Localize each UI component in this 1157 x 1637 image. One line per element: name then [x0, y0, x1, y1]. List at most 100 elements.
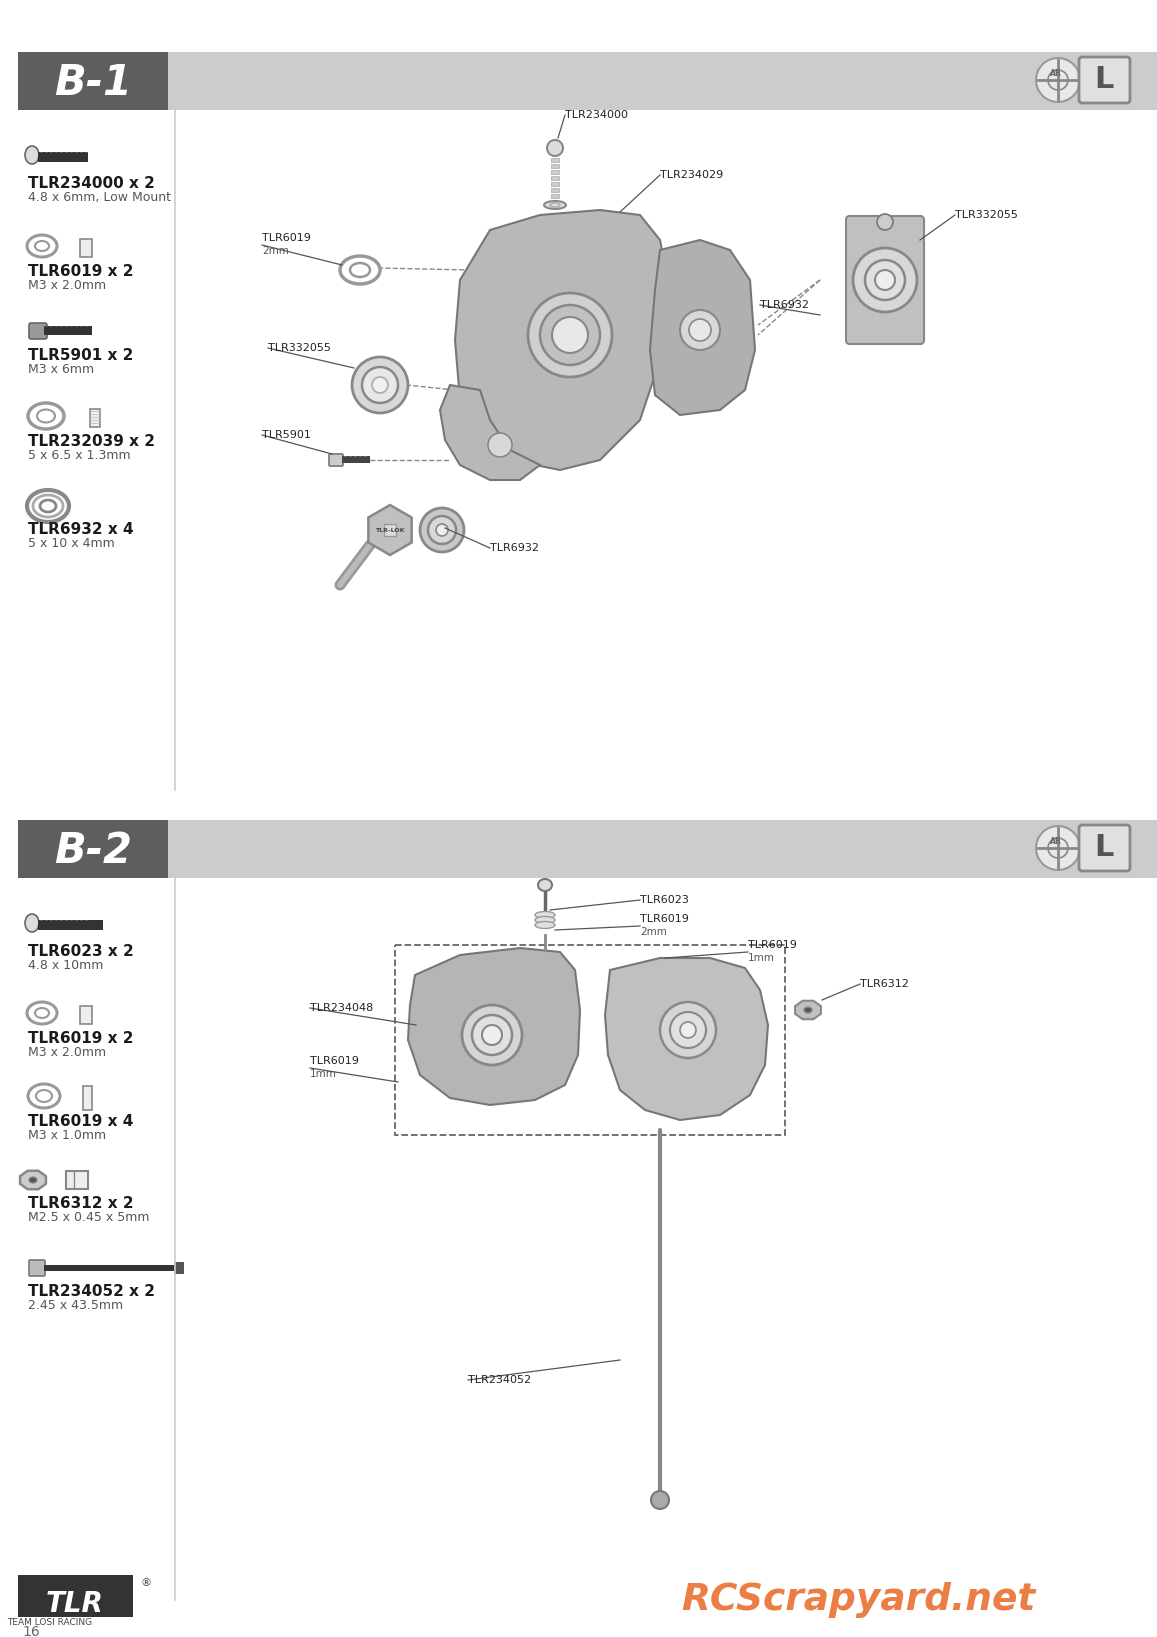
Text: AR: AR	[1051, 837, 1062, 846]
Text: 5 x 6.5 x 1.3mm: 5 x 6.5 x 1.3mm	[28, 449, 131, 462]
FancyBboxPatch shape	[174, 1262, 184, 1274]
Circle shape	[462, 1005, 522, 1066]
Text: 16: 16	[22, 1626, 39, 1637]
Circle shape	[373, 377, 388, 393]
Text: RCScrapyard.net: RCScrapyard.net	[680, 1581, 1036, 1617]
Text: TLR6932 x 4: TLR6932 x 4	[28, 522, 133, 537]
Circle shape	[552, 318, 588, 354]
Text: TLR234048: TLR234048	[310, 1003, 374, 1013]
FancyBboxPatch shape	[168, 820, 1157, 877]
Text: TLR234000 x 2: TLR234000 x 2	[28, 177, 155, 192]
Ellipse shape	[535, 917, 555, 923]
FancyBboxPatch shape	[1079, 57, 1130, 103]
Polygon shape	[20, 1170, 46, 1188]
Text: TLR234029: TLR234029	[659, 170, 723, 180]
Text: B-1: B-1	[54, 62, 132, 105]
FancyBboxPatch shape	[329, 453, 342, 467]
Polygon shape	[650, 241, 756, 416]
Circle shape	[436, 524, 448, 535]
Text: M3 x 6mm: M3 x 6mm	[28, 363, 94, 377]
Circle shape	[482, 1025, 502, 1044]
FancyBboxPatch shape	[66, 1170, 88, 1188]
Ellipse shape	[29, 1177, 37, 1184]
Text: TLR: TLR	[46, 1590, 104, 1617]
Ellipse shape	[535, 912, 555, 918]
FancyBboxPatch shape	[551, 164, 559, 169]
FancyBboxPatch shape	[846, 216, 924, 344]
FancyBboxPatch shape	[44, 326, 93, 336]
FancyBboxPatch shape	[19, 52, 168, 110]
FancyBboxPatch shape	[551, 177, 559, 180]
Text: 1mm: 1mm	[310, 1069, 337, 1079]
Text: TLR6019: TLR6019	[310, 1056, 359, 1066]
Ellipse shape	[25, 146, 39, 164]
FancyBboxPatch shape	[19, 1575, 133, 1617]
Circle shape	[472, 1015, 513, 1054]
FancyBboxPatch shape	[342, 457, 370, 463]
Text: M3 x 2.0mm: M3 x 2.0mm	[28, 1046, 106, 1059]
FancyBboxPatch shape	[168, 52, 1157, 110]
Text: TLR6019 x 4: TLR6019 x 4	[28, 1115, 133, 1130]
Circle shape	[547, 141, 563, 156]
Text: 4.8 x 6mm, Low Mount: 4.8 x 6mm, Low Mount	[28, 192, 171, 205]
Text: 5 x 10 x 4mm: 5 x 10 x 4mm	[28, 537, 115, 550]
Text: 4.8 x 10mm: 4.8 x 10mm	[28, 959, 103, 972]
Text: TLR6023: TLR6023	[640, 895, 688, 905]
Ellipse shape	[25, 913, 39, 931]
Circle shape	[362, 367, 398, 403]
Circle shape	[540, 304, 600, 365]
Circle shape	[875, 270, 896, 290]
FancyBboxPatch shape	[551, 170, 559, 174]
Text: 2mm: 2mm	[640, 927, 666, 936]
FancyBboxPatch shape	[80, 1007, 93, 1025]
FancyBboxPatch shape	[29, 322, 47, 339]
Circle shape	[428, 516, 456, 543]
FancyBboxPatch shape	[38, 152, 88, 162]
Text: TLR332055: TLR332055	[268, 344, 331, 354]
Polygon shape	[795, 1000, 821, 1020]
FancyBboxPatch shape	[44, 1265, 174, 1270]
Text: TLR6019 x 2: TLR6019 x 2	[28, 1031, 133, 1046]
Circle shape	[680, 309, 720, 350]
Text: TLR234052 x 2: TLR234052 x 2	[28, 1283, 155, 1300]
FancyBboxPatch shape	[83, 1085, 93, 1110]
Circle shape	[651, 1491, 669, 1509]
Text: TLR5901: TLR5901	[261, 431, 311, 440]
Circle shape	[488, 434, 513, 457]
Text: TLR6019: TLR6019	[261, 232, 311, 242]
Circle shape	[690, 319, 712, 340]
Circle shape	[1036, 827, 1079, 869]
Ellipse shape	[538, 879, 552, 891]
Text: M2.5 x 0.45 x 5mm: M2.5 x 0.45 x 5mm	[28, 1211, 149, 1224]
Text: TLR6019 x 2: TLR6019 x 2	[28, 264, 133, 278]
Polygon shape	[408, 948, 580, 1105]
FancyBboxPatch shape	[29, 1260, 45, 1275]
Text: TLR234000: TLR234000	[565, 110, 628, 120]
FancyBboxPatch shape	[38, 920, 103, 930]
Polygon shape	[440, 385, 540, 480]
Text: L: L	[1095, 65, 1114, 95]
Text: TLR6019: TLR6019	[640, 913, 688, 923]
Circle shape	[877, 214, 893, 231]
Polygon shape	[455, 210, 670, 470]
Ellipse shape	[804, 1007, 812, 1013]
Circle shape	[352, 357, 408, 413]
FancyBboxPatch shape	[384, 524, 396, 535]
FancyBboxPatch shape	[90, 409, 100, 427]
Text: TLR6932: TLR6932	[760, 300, 809, 309]
Text: TLR332055: TLR332055	[955, 210, 1018, 219]
FancyBboxPatch shape	[80, 239, 93, 257]
Text: B-2: B-2	[54, 830, 132, 873]
FancyBboxPatch shape	[551, 182, 559, 187]
FancyBboxPatch shape	[19, 820, 168, 877]
Text: TLR234052: TLR234052	[467, 1375, 531, 1385]
Text: TLR6023 x 2: TLR6023 x 2	[28, 945, 134, 959]
Circle shape	[659, 1002, 716, 1058]
Text: TLR232039 x 2: TLR232039 x 2	[28, 434, 155, 449]
Circle shape	[853, 247, 918, 313]
Circle shape	[1036, 57, 1079, 101]
FancyBboxPatch shape	[551, 195, 559, 198]
FancyBboxPatch shape	[1079, 825, 1130, 871]
Text: TEAM LOSI RACING: TEAM LOSI RACING	[7, 1617, 93, 1627]
Text: M3 x 2.0mm: M3 x 2.0mm	[28, 278, 106, 291]
